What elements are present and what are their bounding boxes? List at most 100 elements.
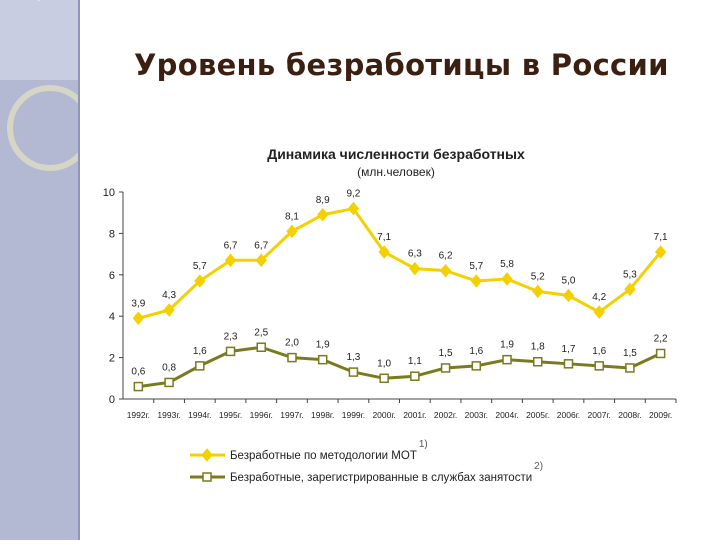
data-point	[378, 245, 390, 259]
data-point	[471, 361, 482, 371]
data-point	[132, 311, 145, 326]
data-label: 6,3	[408, 249, 422, 260]
x-tick-label: 2003г.	[465, 410, 488, 420]
y-tick-label: 6	[109, 270, 115, 282]
x-tick-label: 2001г.	[403, 410, 426, 420]
data-point	[625, 363, 635, 373]
y-tick-label: 8	[109, 228, 115, 240]
data-point	[133, 381, 144, 392]
data-point	[439, 263, 452, 278]
data-label: 3,9	[131, 298, 145, 309]
data-point	[532, 284, 544, 299]
x-tick-label: 2006г.	[557, 410, 580, 420]
slide-title: Уровень безработицы в России	[134, 48, 669, 82]
x-tick-label: 2007г.	[588, 410, 611, 420]
data-label: 9,2	[346, 189, 360, 200]
x-tick-label: 1996г.	[250, 410, 273, 420]
data-label: 1,7	[562, 344, 576, 355]
data-label: 1,1	[408, 356, 422, 367]
data-label: 4,2	[592, 292, 606, 303]
legend-label: Безработные, зарегистрированные в служба…	[230, 472, 532, 484]
data-point	[563, 359, 574, 369]
data-label: 5,2	[531, 271, 545, 282]
legend-item-2: Безработные, зарегистрированные в служба…	[190, 461, 543, 484]
series-line	[138, 345, 662, 389]
x-tick-label: 2000г.	[372, 410, 395, 420]
x-tick-label: 1995г.	[219, 410, 242, 420]
data-label: 5,8	[500, 259, 514, 270]
data-label: 1,3	[346, 352, 360, 363]
chart-axes: 0 2 4 6 8 10 1992г. 1993г. 1994г. 1995г. 1996г. 199…	[103, 187, 677, 420]
data-point	[195, 361, 205, 371]
data-label: 1,5	[623, 348, 637, 359]
x-tick-label: 1999г.	[342, 410, 365, 420]
data-label: 1,5	[439, 348, 453, 359]
x-tick-label: 1997г.	[280, 410, 303, 420]
legend-footnote-mark: 2)	[534, 461, 543, 472]
x-tick-label: 2002г.	[434, 410, 457, 420]
sidebar-top-panel	[0, 0, 78, 80]
data-point	[655, 348, 666, 359]
data-label: 1,6	[469, 346, 483, 357]
data-label: 8,1	[285, 211, 299, 222]
data-label: 5,7	[469, 261, 483, 272]
series-2: 0,6 0,8 1,6 2,3 2,5 2,0 1,9 1,3 1,0 1,1 1,5 1,6 1,9 1…	[131, 327, 668, 392]
data-point	[224, 253, 237, 268]
data-point	[348, 367, 359, 377]
data-label: 6,7	[254, 240, 268, 251]
data-label: 2,0	[285, 338, 299, 349]
data-point	[470, 274, 482, 288]
data-point	[164, 377, 174, 388]
x-tick-label: 2004г.	[495, 410, 518, 420]
data-point	[317, 207, 329, 222]
chart-legend: Безработные по методологии МОТ1)Безработ…	[190, 439, 543, 484]
data-label: 8,9	[316, 195, 330, 206]
y-tick-label: 10	[103, 187, 115, 199]
y-tick-label: 0	[109, 394, 115, 406]
data-point	[533, 356, 543, 367]
legend-label: Безработные по методологии МОТ	[230, 450, 417, 462]
legend-marker	[202, 472, 212, 482]
legend-marker	[201, 448, 213, 462]
data-point	[502, 354, 512, 365]
data-label: 1,9	[316, 340, 330, 351]
data-point	[317, 354, 328, 365]
data-label: 1,6	[193, 346, 207, 357]
data-label: 2,2	[654, 333, 668, 344]
data-point	[255, 253, 267, 268]
data-label: 2,3	[224, 331, 238, 342]
data-point	[225, 346, 236, 357]
x-tick-label: 1994г.	[188, 410, 211, 420]
data-point	[593, 305, 605, 319]
data-point	[347, 201, 360, 216]
y-tick-label: 2	[109, 353, 115, 365]
data-label: 5,7	[193, 261, 207, 272]
data-label: 7,1	[377, 232, 391, 243]
data-point	[286, 224, 298, 239]
y-tick-label: 4	[109, 311, 115, 323]
data-point	[562, 288, 575, 303]
data-label: 1,8	[531, 342, 545, 353]
series-1: 3,9 4,3 5,7 6,7 6,7 8,1 8,9 9,2 7,1 6,3 6,2 5,7 5,8 5…	[131, 189, 668, 326]
data-point	[163, 303, 175, 317]
data-point	[256, 342, 266, 352]
chart-series: 3,9 4,3 5,7 6,7 6,7 8,1 8,9 9,2 7,1 6,3 6,2 5,7 5,8 5…	[131, 189, 668, 392]
x-tick-label: 1993г.	[157, 410, 180, 420]
data-point	[624, 282, 636, 297]
data-point	[654, 245, 667, 259]
x-tick-label: 2008г.	[618, 410, 641, 420]
data-label: 0,6	[131, 367, 145, 378]
data-point	[594, 361, 604, 371]
data-label: 5,0	[562, 276, 576, 287]
slide-sidebar	[0, 0, 93, 540]
data-label: 2,5	[254, 327, 268, 338]
data-label: 4,3	[162, 290, 176, 301]
data-label: 1,9	[500, 340, 514, 351]
data-point	[409, 261, 421, 276]
chart-title: Динамика численности безработных	[267, 146, 525, 162]
data-label: 0,8	[162, 362, 176, 373]
data-point	[410, 371, 420, 381]
chart-subtitle: (млн.человек)	[357, 165, 435, 179]
x-tick-label: 1998г.	[311, 410, 334, 420]
